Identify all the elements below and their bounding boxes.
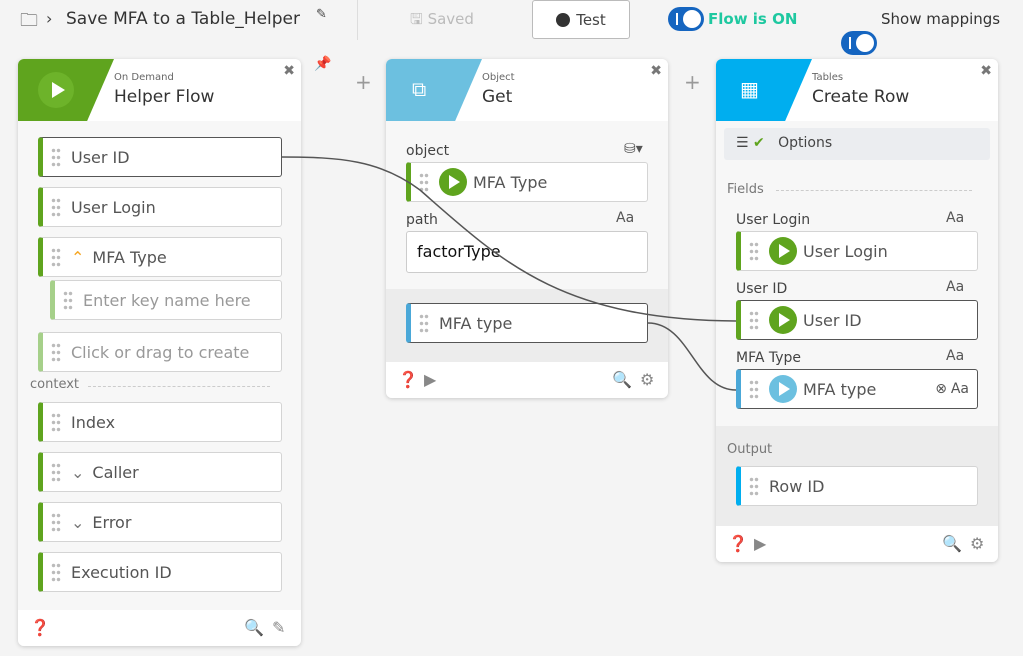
create-row-card: ▦ Tables Create Row ✖ ☰ ✔ Options Fields… <box>716 59 998 562</box>
output-mfa-type[interactable]: MFA type <box>406 303 648 343</box>
cube-icon: ⧉ <box>412 77 427 101</box>
add-step-icon[interactable]: + <box>684 70 701 94</box>
divider <box>357 0 358 40</box>
show-mappings-label: Show mappings <box>881 10 1001 28</box>
helper-flow-card: On Demand Helper Flow ✖ User ID User Log… <box>18 59 301 646</box>
chevron-down-icon: ⌄ <box>71 462 85 482</box>
chevron-right-icon: › <box>46 9 53 28</box>
play-circle-icon <box>556 12 571 27</box>
context-label: context <box>30 377 79 392</box>
field-user-id[interactable]: User ID <box>736 300 978 340</box>
card-category: On Demand <box>114 72 174 83</box>
search-icon[interactable]: 🔍 <box>612 370 632 389</box>
pin-icon[interactable]: 📌 <box>314 56 332 72</box>
search-icon[interactable]: 🔍 <box>244 618 264 637</box>
output-row-id[interactable]: Row ID <box>736 466 978 506</box>
card-title: Helper Flow <box>114 87 215 107</box>
save-icon: 🖫 <box>410 10 423 28</box>
folder-icon[interactable]: 🗀 <box>20 10 38 31</box>
help-icon[interactable]: ❓ <box>728 534 748 553</box>
context-error[interactable]: ⌄ Error <box>38 502 282 542</box>
context-caller[interactable]: ⌄ Caller <box>38 452 282 492</box>
search-icon[interactable]: 🔍 <box>942 534 962 553</box>
input-user-id[interactable]: User ID <box>38 137 282 177</box>
key-name-input[interactable]: Enter key name here <box>50 280 282 320</box>
field-user-login[interactable]: User Login <box>736 231 978 271</box>
test-button[interactable]: Test <box>532 0 630 39</box>
close-icon[interactable]: ✖ <box>650 63 662 79</box>
gear-icon[interactable]: ⚙ <box>640 370 655 389</box>
close-icon[interactable]: ✖ <box>980 63 992 79</box>
help-icon[interactable]: ❓ <box>30 618 50 637</box>
field-mfa-type[interactable]: MFA type ⊗ Aa <box>736 369 978 409</box>
mapping-mfa-type <box>647 322 737 391</box>
saved-button[interactable]: 🖫 Saved <box>410 10 474 28</box>
input-user-login[interactable]: User Login <box>38 187 282 227</box>
play-icon <box>38 72 74 108</box>
close-icon[interactable]: ✖ <box>283 63 295 79</box>
mapping-user-id <box>280 156 737 322</box>
options-button[interactable]: ☰ ✔ Options <box>724 128 990 160</box>
database-icon[interactable]: ⛁▾ <box>624 141 643 157</box>
gear-icon[interactable]: ⚙ <box>970 534 985 553</box>
sliders-icon: ☰ <box>736 135 749 151</box>
flow-status: Flow is ON <box>708 10 798 28</box>
mappings-toggle[interactable] <box>841 31 877 55</box>
pencil-icon[interactable]: ✎ <box>272 618 286 637</box>
context-execution-id[interactable]: Execution ID <box>38 552 282 592</box>
object-get-card: ⧉ Object Get ✖ object ⛁▾ MFA Type path A… <box>386 59 668 398</box>
run-icon[interactable]: ▶ <box>754 534 767 553</box>
table-icon: ▦ <box>740 77 759 101</box>
flow-title[interactable]: Save MFA to a Table_Helper <box>66 9 301 29</box>
run-icon[interactable]: ▶ <box>424 370 437 389</box>
context-index[interactable]: Index <box>38 402 282 442</box>
create-field-input[interactable]: Click or drag to create <box>38 332 282 372</box>
pencil-icon[interactable]: ✎ <box>316 7 327 22</box>
chevron-up-icon[interactable]: ⌃ <box>71 247 85 267</box>
chevron-down-icon: ⌄ <box>71 512 85 532</box>
clear-icon[interactable]: ⊗ <box>935 381 947 397</box>
help-icon[interactable]: ❓ <box>398 370 418 389</box>
input-mfa-type[interactable]: ⌃ MFA Type <box>38 237 282 277</box>
flow-toggle[interactable] <box>668 7 704 31</box>
add-step-icon[interactable]: + <box>355 70 372 94</box>
check-icon: ✔ <box>753 135 765 151</box>
